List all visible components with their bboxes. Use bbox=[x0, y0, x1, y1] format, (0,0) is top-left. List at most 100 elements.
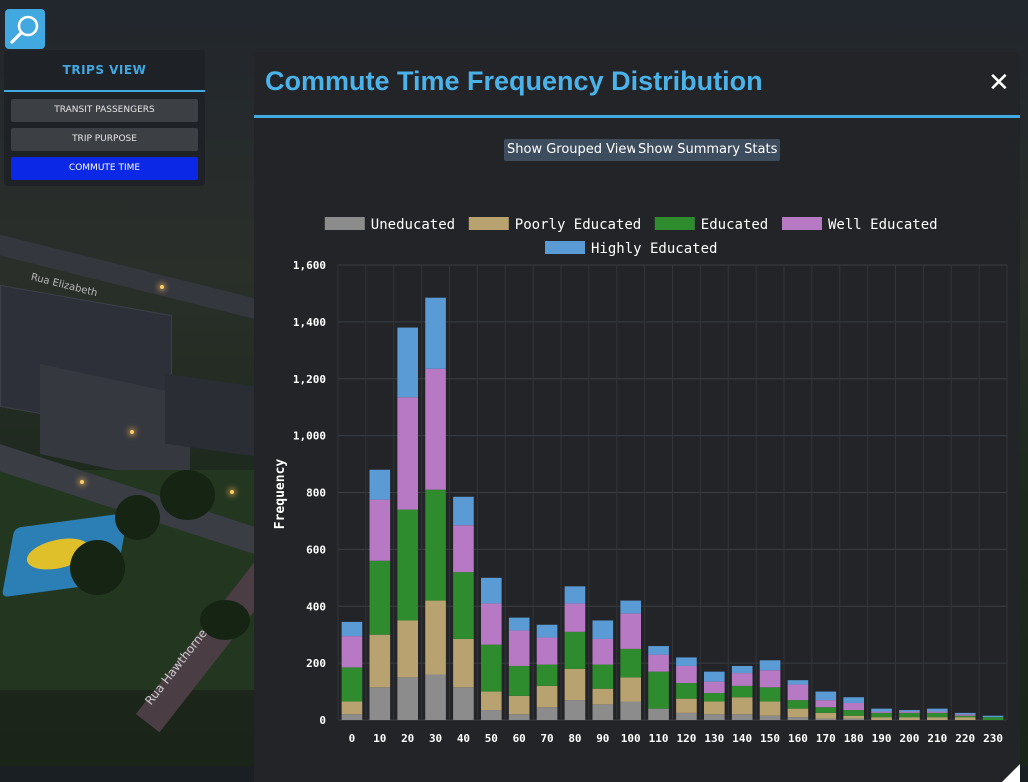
x-tick-label: 160 bbox=[788, 732, 808, 745]
x-tick-label: 10 bbox=[373, 732, 386, 745]
bar-segment bbox=[787, 700, 809, 709]
bar-segment bbox=[341, 701, 363, 715]
bar-segment bbox=[703, 714, 725, 720]
x-tick-label: 210 bbox=[927, 732, 947, 745]
y-tick-label: 400 bbox=[306, 600, 326, 613]
bar-segment bbox=[759, 701, 781, 716]
bar-segment bbox=[341, 621, 363, 637]
bar-segment bbox=[508, 695, 530, 715]
bar-segment bbox=[369, 499, 391, 561]
bar-segment bbox=[731, 714, 753, 720]
x-axis-ticks: 0 10 20 30 40 50 60 70 80 90 100 110 120 130 140 150 160… bbox=[349, 732, 1003, 745]
street-light bbox=[80, 480, 84, 484]
commute-time-button[interactable]: COMMUTE TIME bbox=[11, 157, 198, 180]
bar-segment bbox=[926, 711, 948, 713]
x-tick-label: 200 bbox=[900, 732, 920, 745]
bar-segment bbox=[425, 368, 446, 490]
bar-segment bbox=[787, 708, 809, 718]
transit-passengers-button[interactable]: TRANSIT PASSENGERS bbox=[11, 99, 198, 122]
bar-segment bbox=[620, 613, 642, 649]
x-tick-label: 90 bbox=[596, 732, 609, 745]
bar-segment bbox=[982, 715, 1004, 718]
y-tick-label: 200 bbox=[306, 657, 326, 670]
bar-segment bbox=[564, 603, 586, 632]
bar-segment bbox=[620, 648, 642, 678]
bar-segment bbox=[341, 667, 363, 702]
chart-legend: Uneducated Poorly Educated Educated Well Ed… bbox=[324, 217, 938, 257]
bar-segment bbox=[676, 665, 697, 684]
bar-segment bbox=[787, 717, 809, 720]
legend-label: Poorly Educated bbox=[515, 217, 641, 233]
magnifier-icon bbox=[10, 15, 39, 44]
bar-segment bbox=[536, 664, 558, 686]
bar-segment bbox=[341, 714, 363, 720]
bar-segment bbox=[564, 586, 586, 604]
bar-segment bbox=[787, 684, 809, 701]
street-light bbox=[130, 430, 134, 434]
legend-label: Highly Educated bbox=[591, 241, 717, 257]
show-grouped-view-button[interactable]: Show Grouped View bbox=[504, 139, 641, 161]
x-tick-label: 230 bbox=[983, 732, 1003, 745]
legend-label: Educated bbox=[701, 217, 768, 233]
bar-segment bbox=[592, 664, 614, 689]
bar-segment bbox=[954, 715, 976, 718]
bar-segment bbox=[731, 697, 753, 715]
trip-purpose-button[interactable]: TRIP PURPOSE bbox=[11, 128, 198, 151]
y-tick-label: 1,200 bbox=[293, 373, 326, 386]
bar-segment bbox=[620, 701, 642, 720]
y-tick-label: 800 bbox=[306, 487, 326, 500]
legend-swatch bbox=[545, 241, 585, 254]
bar-segment bbox=[899, 712, 920, 718]
bar-segment bbox=[954, 717, 976, 720]
close-icon[interactable]: ✕ bbox=[988, 68, 1010, 98]
bar-segment bbox=[731, 665, 753, 674]
title-divider bbox=[254, 115, 1020, 118]
bar-segment bbox=[453, 496, 474, 526]
bar-segment bbox=[899, 717, 920, 720]
y-tick-label: 1,000 bbox=[293, 430, 326, 443]
bar-segment bbox=[564, 700, 586, 720]
bar-segment bbox=[648, 671, 669, 709]
x-tick-label: 110 bbox=[649, 732, 669, 745]
bar-segment bbox=[787, 680, 809, 685]
bar-segment bbox=[536, 685, 558, 708]
bar-segment bbox=[508, 630, 530, 666]
street-light bbox=[160, 285, 164, 289]
search-button[interactable] bbox=[5, 9, 45, 49]
bar-segment bbox=[592, 688, 614, 705]
bar-segment bbox=[759, 670, 781, 688]
x-tick-label: 170 bbox=[816, 732, 836, 745]
bar-segment bbox=[564, 668, 586, 701]
bar-segment bbox=[369, 687, 391, 720]
bar-segment bbox=[564, 631, 586, 669]
bar-segment bbox=[397, 677, 419, 720]
bar-segment bbox=[759, 660, 781, 671]
bar-segment bbox=[536, 624, 558, 638]
bar-segment bbox=[871, 717, 892, 720]
bar-segment bbox=[425, 489, 446, 601]
show-summary-stats-button[interactable]: Show Summary Stats bbox=[635, 139, 781, 161]
bar-segment bbox=[843, 718, 865, 720]
bar-segment bbox=[508, 665, 530, 696]
bar-segment bbox=[815, 712, 837, 719]
bar-segment bbox=[453, 638, 474, 688]
resize-handle[interactable] bbox=[1002, 764, 1020, 782]
bar-segment bbox=[425, 600, 446, 675]
x-tick-label: 40 bbox=[457, 732, 470, 745]
chart-bars bbox=[341, 297, 1004, 720]
x-tick-label: 180 bbox=[844, 732, 864, 745]
bar-segment bbox=[815, 700, 837, 708]
y-tick-label: 1,600 bbox=[293, 259, 326, 272]
building bbox=[165, 373, 255, 457]
chart-grid bbox=[337, 264, 1008, 721]
bar-segment bbox=[648, 654, 669, 672]
bar-segment bbox=[508, 714, 530, 720]
bar-segment bbox=[926, 712, 948, 718]
legend-label: Uneducated bbox=[371, 217, 455, 233]
bar-segment bbox=[703, 692, 725, 702]
bar-segment bbox=[453, 525, 474, 573]
bar-segment bbox=[648, 646, 669, 655]
bar-segment bbox=[815, 707, 837, 713]
legend-swatch bbox=[782, 217, 822, 230]
x-tick-label: 30 bbox=[429, 732, 442, 745]
